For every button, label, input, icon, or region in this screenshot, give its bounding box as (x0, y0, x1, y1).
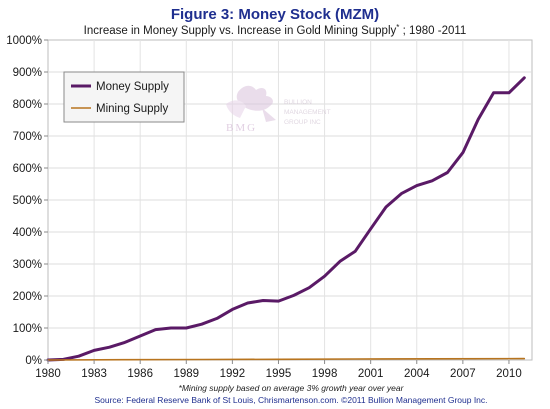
legend-label-mining-supply: Mining Supply (96, 103, 168, 115)
x-tick-label: 1995 (266, 368, 292, 380)
chart-title: Figure 3: Money Stock (MZM) (171, 6, 379, 23)
legend-box (63, 71, 185, 123)
y-tick-label: 500% (13, 195, 42, 207)
y-tick-label: 800% (13, 99, 42, 111)
y-tick-label: 1000% (6, 35, 42, 47)
x-tick-label: 1998 (312, 368, 338, 380)
chart-subtitle-tail: ; 1980 -2011 (399, 25, 466, 37)
legend-label-money-supply: Money Supply (96, 81, 169, 93)
y-tick-label: 700% (13, 131, 42, 143)
y-tick-label: 400% (13, 227, 42, 239)
griffin-icon (226, 85, 276, 122)
bmg-watermark-logo: BMG BULLION MANAGEMENT GROUP INC (226, 85, 331, 134)
x-tick-label: 2004 (404, 368, 430, 380)
chart-subtitle: Increase in Money Supply vs. Increase in… (84, 23, 467, 37)
y-tick-label: 0% (25, 355, 42, 367)
y-tick-label: 200% (13, 291, 42, 303)
x-tick-label: 1986 (127, 368, 153, 380)
chart-footnote: *Mining supply based on average 3% growt… (179, 383, 405, 393)
x-tick-label: 1983 (81, 368, 107, 380)
legend: Money Supply Mining Supply (63, 71, 185, 123)
y-tick-label: 300% (13, 259, 42, 271)
y-tick-label: 100% (13, 323, 42, 335)
watermark-line1: BULLION (284, 99, 312, 106)
x-tick-label: 1992 (220, 368, 246, 380)
chart-subtitle-sup: * (396, 23, 399, 32)
x-axis-ticks: 1980 1983 1986 1989 1992 1995 1998 2001 2004 2007… (35, 360, 522, 380)
x-tick-label: 1989 (173, 368, 199, 380)
y-axis-ticks: 0% 100% 200% 300% 400% 500% 600% 700% 800% 900% 10… (6, 35, 48, 367)
x-tick-label: 2001 (358, 368, 384, 380)
watermark-initials: BMG (226, 122, 257, 134)
x-tick-label: 2010 (496, 368, 522, 380)
y-tick-label: 600% (13, 163, 42, 175)
watermark-line2: MANAGEMENT (284, 109, 331, 116)
x-tick-label: 1980 (35, 368, 61, 380)
series-line-mining-supply (47, 357, 526, 361)
watermark-line3: GROUP INC (284, 119, 321, 126)
y-tick-label: 900% (13, 67, 42, 79)
chart-subtitle-main: Increase in Money Supply vs. Increase in… (84, 25, 397, 37)
chart-source: Source: Federal Reserve Bank of St Louis… (94, 395, 487, 405)
series-lines (46, 76, 526, 362)
x-tick-label: 2007 (450, 368, 476, 380)
series-line-money-supply (46, 76, 526, 362)
